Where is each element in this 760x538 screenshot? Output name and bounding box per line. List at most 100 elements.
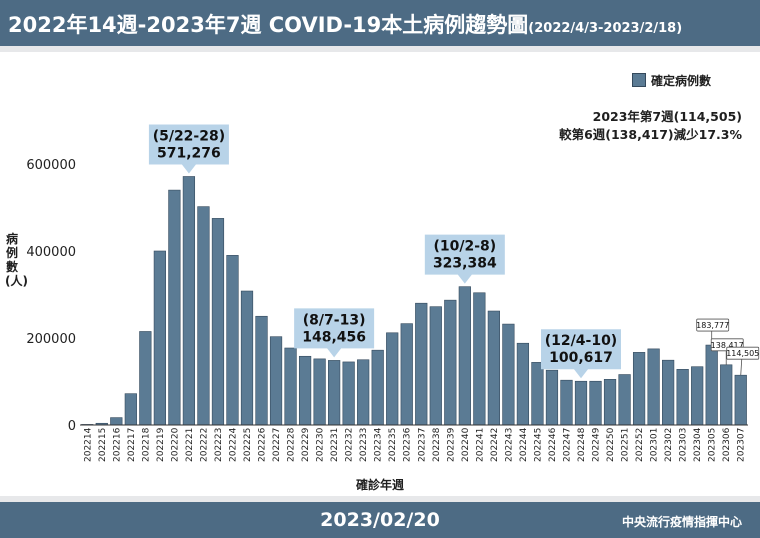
bar [284, 347, 297, 426]
bar [734, 374, 747, 426]
chart-subtitle: (2022/4/3-2023/2/18) [528, 21, 683, 36]
x-tick-label: 202234 [374, 427, 384, 462]
bar [502, 323, 515, 426]
x-tick-label: 202237 [417, 428, 427, 462]
bar [662, 359, 675, 426]
bar [705, 344, 718, 426]
value-tag-box [726, 346, 760, 360]
bar [313, 358, 326, 426]
organization-name: 中央流行疫情指揮中心 [621, 515, 742, 529]
bar [139, 331, 152, 426]
bar [269, 336, 283, 426]
value-tag-box [696, 318, 730, 332]
callout-box [294, 308, 375, 358]
x-tick-label: 202301 [650, 428, 660, 462]
bar [647, 348, 660, 426]
bar [691, 366, 704, 426]
bar [444, 299, 457, 426]
annotation-line-1: 2023年第7週(114,505) [592, 109, 742, 124]
callout-date: (5/22-28) [153, 128, 225, 144]
bar [531, 362, 544, 426]
x-tick-label: 202235 [388, 428, 398, 462]
bar [342, 361, 355, 426]
bar [560, 379, 573, 426]
bar [298, 355, 312, 426]
bar [429, 306, 442, 426]
x-tick-label: 202232 [345, 428, 355, 462]
value-tag-label: 183,777 [696, 321, 729, 330]
x-tick-label: 202233 [359, 428, 369, 462]
x-tick-label: 202252 [635, 428, 645, 462]
bar [124, 393, 137, 426]
x-tick-label: 202229 [301, 427, 311, 462]
x-tick-label: 202251 [621, 428, 631, 462]
x-tick-label: 202214 [83, 427, 93, 462]
legend-label: 確定病例數 [651, 74, 712, 88]
bar [545, 369, 559, 426]
x-tick-label: 202221 [185, 428, 195, 462]
bar [516, 342, 530, 426]
x-tick-label: 202247 [562, 428, 572, 462]
callout-value: 571,276 [157, 145, 221, 161]
callout-box [541, 329, 621, 379]
y-tick-label: 600000 [26, 158, 76, 173]
callout-value: 148,456 [302, 329, 366, 345]
value-tag-label: 114,505 [726, 349, 759, 358]
annotation-line-2: 較第6週(138,417)減少17.3% [559, 127, 742, 142]
x-tick-label: 202215 [98, 428, 108, 462]
bar [386, 332, 399, 426]
x-tick-label: 202249 [592, 427, 602, 462]
x-tick-label: 202230 [316, 427, 326, 462]
callout-box [424, 234, 505, 284]
bar [603, 379, 617, 426]
x-tick-label: 202220 [170, 427, 180, 462]
bar [720, 364, 733, 426]
weekly-change-annotation: 2023年第7週(114,505) 較第6週(138,417)減少17.3% [559, 108, 742, 144]
x-tick-label: 202219 [156, 427, 166, 462]
value-tag-leader [740, 359, 743, 376]
bar [574, 380, 588, 426]
x-tick-label: 202244 [519, 427, 529, 462]
x-tick-label: 202226 [258, 427, 268, 462]
x-tick-label: 202303 [679, 428, 689, 462]
bar [589, 380, 602, 426]
y-tick-label: 200000 [26, 332, 76, 347]
x-tick-label: 202225 [243, 428, 253, 462]
x-tick-label: 202241 [475, 428, 485, 462]
bar [168, 189, 181, 426]
callout-box [148, 124, 229, 174]
x-tick-label: 202239 [446, 427, 456, 462]
x-tick-label: 202228 [287, 427, 297, 462]
bar [632, 352, 646, 426]
callout-date: (10/2-8) [433, 239, 496, 255]
bar [487, 310, 500, 426]
x-tick-label: 202217 [127, 428, 137, 462]
x-tick-label: 202240 [461, 427, 471, 462]
x-tick-label: 202236 [403, 427, 413, 462]
bar [240, 290, 254, 426]
legend: 確定病例數 [632, 72, 711, 89]
x-tick-label: 202216 [112, 427, 122, 462]
x-tick-label: 202245 [533, 428, 543, 462]
chart-title: 2022年14週-2023年7週 COVID-19本土病例趨勢圖 [8, 13, 529, 37]
bar [371, 349, 384, 426]
bar [357, 359, 370, 426]
bar [211, 218, 225, 426]
bar [153, 250, 166, 426]
x-tick-label: 202231 [330, 428, 340, 462]
bar [255, 315, 268, 426]
value-tag-label: 138,417 [711, 341, 744, 350]
callout-date: (12/4-10) [545, 333, 617, 349]
report-date: 2023/02/20 [320, 509, 440, 531]
x-axis-title: 確診年週 [355, 478, 404, 492]
footer-bar: 2023/02/20 中央流行疫情指揮中心 [0, 502, 760, 538]
x-tick-label: 202218 [141, 427, 151, 462]
bar [226, 255, 239, 426]
x-tick-label: 202246 [548, 427, 558, 462]
x-tick-label: 202304 [693, 427, 703, 462]
x-tick-label: 202307 [737, 428, 747, 462]
bar [473, 292, 486, 426]
y-tick-label: 400000 [26, 245, 76, 260]
bar [415, 302, 428, 426]
bar [197, 206, 210, 426]
